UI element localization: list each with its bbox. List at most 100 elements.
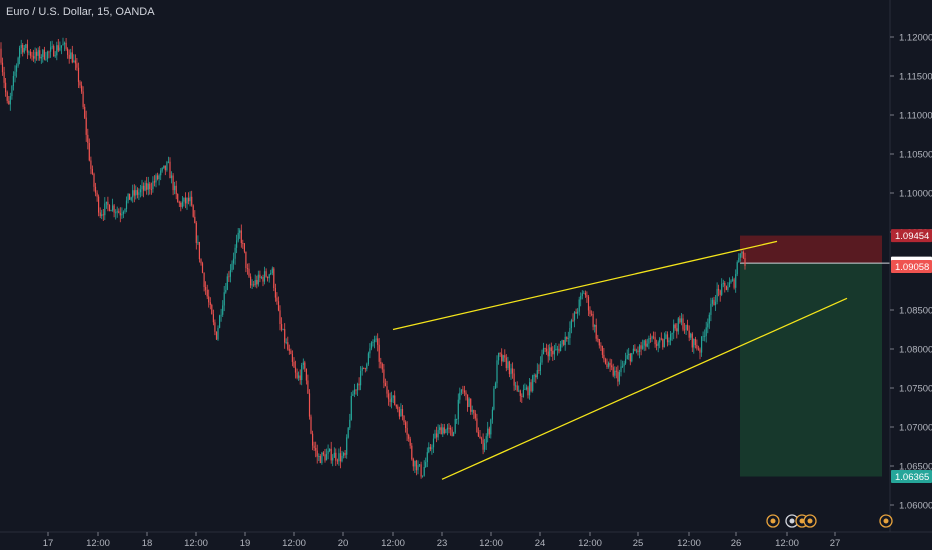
candle-body	[581, 293, 583, 296]
candle-body	[721, 283, 723, 295]
candle-body	[370, 342, 373, 349]
candle-body	[170, 175, 173, 179]
candle-body	[683, 329, 686, 331]
candle-body	[735, 274, 737, 288]
candle-body	[443, 427, 445, 434]
candle-body	[0, 48, 2, 63]
candle-body	[459, 392, 461, 400]
candle-body	[498, 353, 500, 361]
candle-body	[305, 368, 307, 381]
candle-body	[550, 347, 552, 351]
candle-body	[391, 397, 393, 402]
candle-body	[439, 427, 441, 431]
candle-body	[516, 385, 518, 391]
position-zones[interactable]	[740, 235, 890, 477]
candle-body	[642, 345, 644, 349]
earnings-icon[interactable]	[879, 514, 893, 528]
event-icons[interactable]	[766, 514, 893, 528]
time-tick-label: 12:00	[381, 538, 405, 549]
candle-body	[349, 419, 351, 428]
candle-body	[586, 295, 588, 297]
candle-body	[604, 359, 607, 364]
candle-body	[573, 312, 576, 321]
candle-body	[584, 292, 586, 296]
candle-body	[256, 280, 258, 285]
candle-body	[68, 54, 70, 59]
candle-body	[67, 48, 69, 55]
candle-body	[79, 81, 81, 86]
candle-body	[479, 436, 481, 439]
candle-body	[57, 45, 59, 51]
candle-body	[428, 447, 430, 453]
candle-body	[679, 318, 681, 323]
candle-body	[82, 91, 84, 107]
candle-body	[386, 386, 388, 394]
candle-body	[318, 456, 320, 457]
candle-body	[291, 354, 293, 362]
price-tick-label: 1.06000	[899, 501, 932, 512]
trendlines-layer[interactable]	[392, 240, 848, 480]
candle-body	[341, 455, 343, 462]
candle-body	[136, 190, 138, 195]
candle-body	[542, 348, 545, 355]
candle-body	[659, 338, 661, 343]
candle-body	[662, 339, 664, 348]
candle-body	[699, 349, 701, 353]
candle-body	[480, 438, 483, 440]
candle-body	[612, 367, 614, 376]
candle-body	[476, 418, 478, 433]
candle-body	[744, 258, 746, 266]
candles-layer	[0, 37, 746, 479]
candle-body	[431, 447, 433, 450]
candle-body	[510, 368, 512, 375]
candle-body	[327, 450, 329, 454]
candle-body	[674, 324, 676, 329]
candle-body	[688, 330, 690, 338]
dividends-icon[interactable]	[785, 514, 799, 528]
candle-body	[591, 313, 593, 315]
candle-body	[73, 60, 75, 63]
candle-body	[713, 299, 715, 305]
candle-body	[81, 85, 83, 92]
candle-body	[403, 415, 405, 423]
candle-body	[530, 382, 532, 391]
candle-body	[232, 258, 235, 264]
candle-body	[259, 274, 261, 278]
time-tick-label: 24	[535, 538, 546, 549]
candle-body	[181, 201, 183, 207]
stop-loss-zone[interactable]	[740, 235, 882, 264]
candle-body	[519, 390, 521, 396]
trendline-lower[interactable]	[441, 297, 848, 480]
candle-body	[696, 345, 698, 349]
candle-body	[163, 165, 165, 168]
candle-body	[161, 168, 163, 171]
candle-body	[329, 448, 331, 451]
take-profit-zone[interactable]	[740, 263, 882, 477]
candle-body	[322, 452, 324, 455]
candle-body	[124, 208, 126, 212]
candle-body	[263, 271, 266, 282]
time-axis[interactable]: 17 12:00 18 12:00 19 12:00 20 12:00 23 12:00 24 12:…	[43, 532, 841, 549]
earnings-icon[interactable]	[766, 514, 780, 528]
candle-body	[240, 230, 242, 243]
time-tick-label: 26	[731, 538, 742, 549]
candle-body	[160, 170, 162, 176]
candle-body	[727, 287, 729, 290]
candle-body	[387, 393, 390, 400]
candle-body	[680, 318, 682, 323]
economic-event-icon[interactable]	[803, 514, 817, 528]
candle-body	[285, 342, 287, 343]
candle-body	[270, 273, 272, 275]
price-tick-label: 1.06500	[899, 462, 932, 473]
candle-body	[384, 382, 386, 387]
candle-body	[507, 361, 509, 369]
candle-body	[468, 398, 470, 407]
trendline-upper[interactable]	[392, 240, 778, 331]
candle-body	[146, 183, 148, 190]
candle-body	[457, 399, 459, 419]
candle-body	[290, 350, 292, 354]
time-tick-label: 18	[142, 538, 153, 549]
candle-body	[670, 334, 672, 341]
candle-body	[575, 312, 577, 314]
